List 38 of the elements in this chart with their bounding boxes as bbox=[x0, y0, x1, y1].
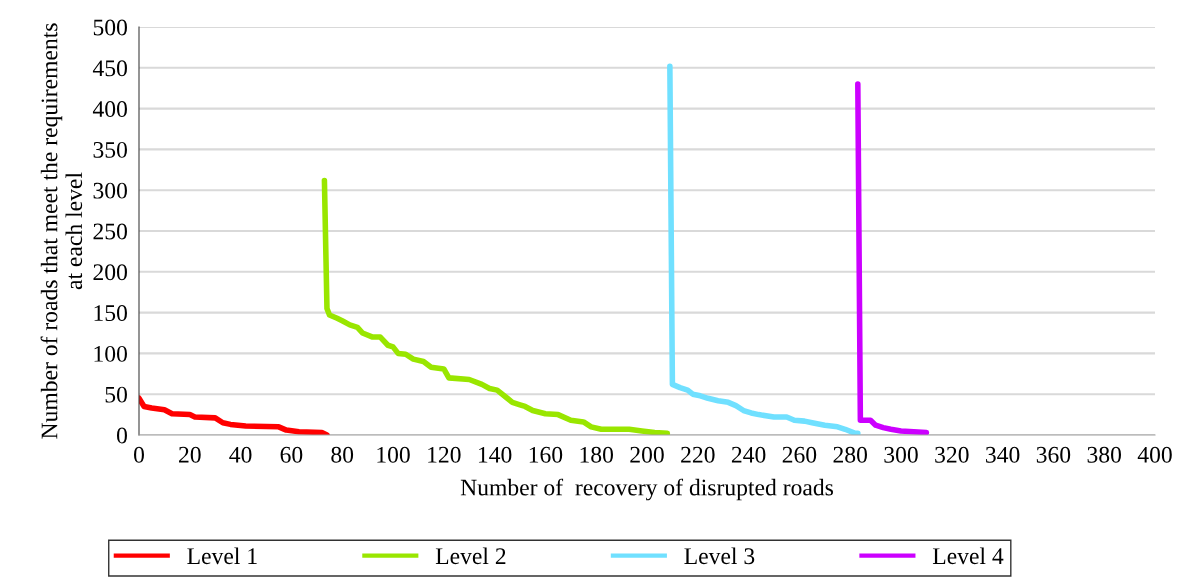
x-tick-label: 260 bbox=[782, 446, 817, 463]
x-tick-label: 140 bbox=[478, 446, 512, 463]
legend-label: Level 4 bbox=[932, 547, 1004, 565]
y-tick-label: 150 bbox=[94, 305, 127, 322]
x-tick-label: 320 bbox=[935, 446, 969, 463]
x-tick-label: 340 bbox=[986, 446, 1020, 463]
x-tick-label: 240 bbox=[731, 446, 766, 463]
y-axis-title: Number of roads that meet the requirements at each level bbox=[40, 23, 83, 439]
legend-label: Level 2 bbox=[435, 547, 506, 565]
y-tick-label: 50 bbox=[105, 386, 127, 403]
x-tick-label: 280 bbox=[833, 446, 868, 463]
x-tick-label: 180 bbox=[580, 446, 614, 463]
x-tick-label: 160 bbox=[529, 446, 563, 463]
x-tick-label: 80 bbox=[331, 446, 354, 463]
y-tick-label: 350 bbox=[93, 141, 127, 158]
x-tick-label: 380 bbox=[1087, 446, 1122, 463]
y-tick-label: 200 bbox=[93, 264, 127, 281]
y-tick-label: 100 bbox=[94, 345, 127, 362]
x-tick-label: 20 bbox=[179, 446, 201, 463]
x-tick-label: 300 bbox=[884, 446, 918, 463]
x-tick-label: 220 bbox=[681, 446, 715, 463]
y-tick-label: 450 bbox=[92, 60, 127, 77]
legend-label: Level 3 bbox=[684, 547, 755, 565]
y-tick-label: 300 bbox=[93, 182, 127, 199]
x-tick-label: 60 bbox=[280, 446, 303, 463]
x-tick-label: 120 bbox=[428, 446, 461, 463]
x-tick-label: 100 bbox=[377, 446, 410, 463]
x-axis-title: Number of recovery of disrupted roads bbox=[460, 478, 833, 501]
x-tick-label: 0 bbox=[134, 446, 144, 463]
x-tick-label: 200 bbox=[630, 446, 664, 463]
y-tick-label: 0 bbox=[116, 427, 127, 444]
y-tick-label: 500 bbox=[93, 19, 127, 36]
x-tick-label: 360 bbox=[1036, 446, 1071, 463]
legend-label: Level 1 bbox=[187, 547, 257, 565]
y-tick-label: 400 bbox=[92, 101, 127, 118]
x-tick-label: 400 bbox=[1137, 446, 1172, 463]
x-tick-label: 40 bbox=[229, 446, 252, 463]
y-tick-label: 250 bbox=[93, 223, 127, 240]
